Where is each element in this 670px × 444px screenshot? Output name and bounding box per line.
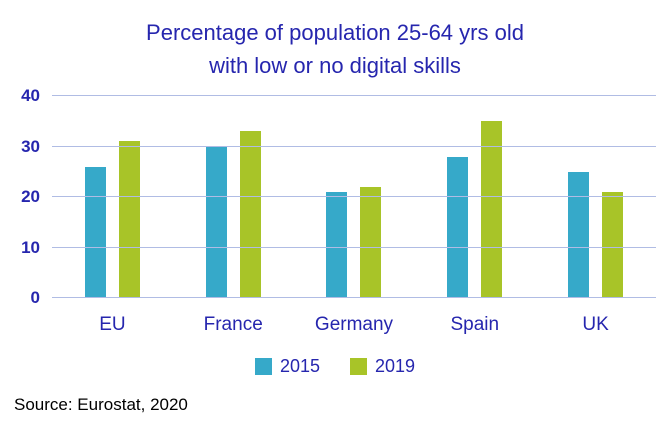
x-label-spain: Spain — [450, 314, 500, 335]
bar-2015-eu — [84, 166, 106, 298]
legend-swatch-2015 — [254, 358, 272, 375]
y-tick-30: 30 — [21, 136, 40, 156]
bar-2019-eu — [118, 141, 140, 298]
bar-group-germany — [294, 96, 415, 298]
legend: 2015 2019 — [0, 356, 670, 377]
chart-title-line1: Percentage of population 25-64 yrs old — [146, 20, 524, 45]
x-axis-labels: EU France Germany Spain UK — [0, 314, 670, 336]
bar-2015-spain — [447, 156, 469, 298]
bar-2019-germany — [360, 186, 382, 298]
bar-2015-france — [205, 146, 227, 298]
chart-title: Percentage of population 25-64 yrs old w… — [0, 0, 670, 82]
legend-label-2015: 2015 — [279, 356, 320, 376]
gridline-40 — [52, 95, 656, 96]
legend-item-2019: 2019 — [350, 356, 415, 377]
x-label-france: France — [203, 314, 263, 335]
bar-2019-uk — [602, 191, 624, 298]
y-tick-40: 40 — [21, 86, 40, 105]
legend-label-2019: 2019 — [375, 356, 416, 376]
x-label-uk: UK — [582, 314, 609, 335]
source-text: Source: Eurostat, 2020 — [14, 395, 188, 414]
bar-group-uk — [535, 96, 656, 298]
bar-groups — [52, 96, 656, 298]
gridline-30 — [52, 145, 656, 147]
x-label-germany: Germany — [314, 314, 394, 335]
chart-area: 0 10 20 30 40 — [0, 86, 670, 307]
x-label-eu: EU — [99, 314, 126, 335]
y-axis: 0 10 20 30 40 — [8, 86, 52, 307]
bar-2019-spain — [481, 121, 503, 298]
gridline-20 — [52, 196, 656, 197]
plot-area — [52, 95, 656, 298]
y-tick-20: 20 — [21, 187, 40, 206]
bar-group-eu — [52, 96, 173, 298]
y-tick-0: 0 — [30, 288, 40, 307]
y-tick-10: 10 — [21, 237, 40, 257]
bar-group-france — [173, 96, 294, 298]
legend-item-2015: 2015 — [254, 356, 320, 377]
gridline-10 — [52, 246, 656, 248]
chart-title-line2: with low or no digital skills — [209, 53, 461, 78]
gridline-0 — [52, 297, 656, 298]
bar-2015-uk — [568, 171, 590, 298]
bar-2019-france — [239, 131, 261, 298]
bar-2015-germany — [326, 191, 348, 298]
legend-swatch-2019 — [350, 358, 367, 375]
bar-group-spain — [414, 96, 535, 298]
